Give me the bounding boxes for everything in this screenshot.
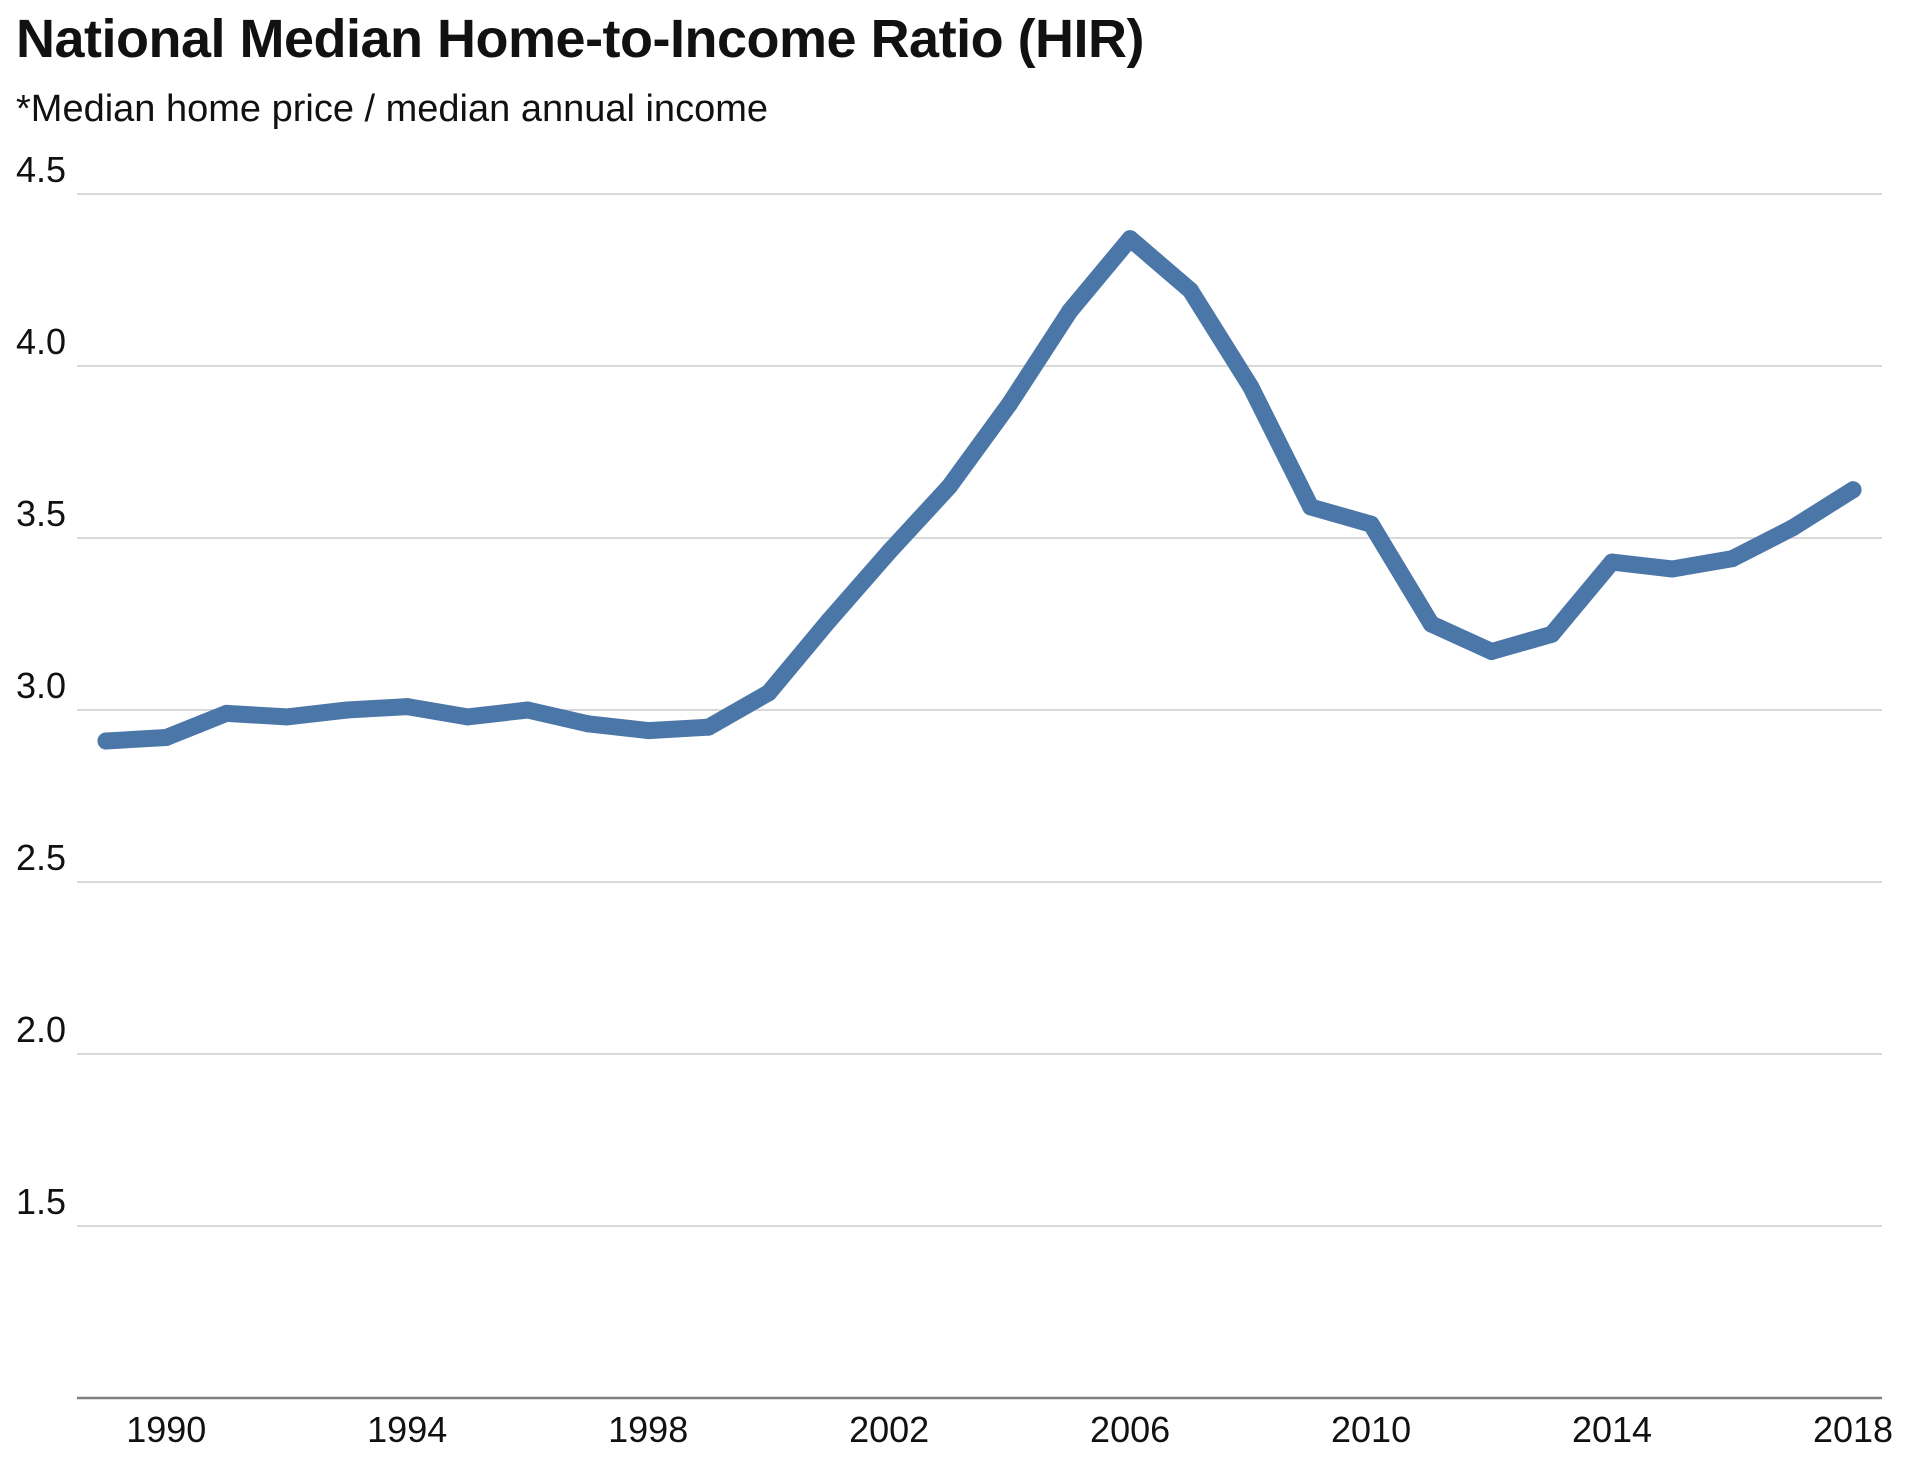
data-point (940, 477, 958, 495)
y-tick-label: 3.5 (16, 493, 66, 534)
data-point (1242, 378, 1260, 396)
y-tick-label: 1.5 (16, 1181, 66, 1222)
data-point (880, 543, 898, 561)
chart-subtitle: *Median home price / median annual incom… (16, 88, 768, 130)
data-point (519, 701, 537, 719)
x-axis-ticks: 1990 1994 1998 2002 2006 2010 2014 2018 (126, 1409, 1893, 1450)
x-tick-label: 2018 (1813, 1409, 1893, 1450)
data-point (458, 708, 476, 726)
data-point (1663, 560, 1681, 578)
series-layer (97, 230, 1862, 750)
data-point (1784, 519, 1802, 537)
x-tick-label: 2002 (849, 1409, 929, 1450)
y-tick-label: 4.5 (16, 149, 66, 190)
data-point (699, 718, 717, 736)
x-tick-label: 1998 (608, 1409, 688, 1450)
data-point (1844, 481, 1862, 499)
data-point (398, 698, 416, 716)
data-point (157, 729, 175, 746)
series-line (97, 230, 1862, 750)
data-point (639, 722, 657, 740)
data-point (1121, 230, 1139, 248)
data-point (338, 701, 356, 719)
data-point (1603, 553, 1621, 571)
y-tick-label: 4.0 (16, 321, 66, 362)
x-tick-label: 2014 (1572, 1409, 1652, 1450)
y-tick-label: 2.5 (16, 837, 66, 878)
data-point (1422, 615, 1440, 633)
data-point (278, 708, 296, 726)
y-axis-ticks: 1.5 2.0 2.5 3.0 3.5 4.0 4.5 (16, 149, 66, 1222)
data-point (1181, 281, 1199, 299)
data-point (820, 612, 838, 630)
y-tick-label: 3.0 (16, 665, 66, 706)
data-point (579, 715, 597, 733)
data-point (1724, 550, 1741, 568)
x-tick-label: 1994 (367, 1409, 447, 1450)
data-point (218, 704, 235, 722)
y-tick-label: 2.0 (16, 1009, 66, 1050)
data-point (1001, 395, 1019, 413)
data-point (1362, 515, 1380, 533)
x-tick-label: 2006 (1090, 1409, 1170, 1450)
data-point (760, 684, 778, 702)
x-tick-label: 2010 (1331, 1409, 1411, 1450)
data-point (1061, 302, 1079, 320)
data-point (1543, 625, 1561, 643)
data-point (1483, 643, 1501, 660)
gridlines (77, 193, 1882, 1227)
data-point (97, 732, 115, 750)
data-point (1302, 498, 1320, 516)
chart-title: National Median Home-to-Income Ratio (HI… (16, 9, 1145, 69)
x-tick-label: 1990 (126, 1409, 206, 1450)
